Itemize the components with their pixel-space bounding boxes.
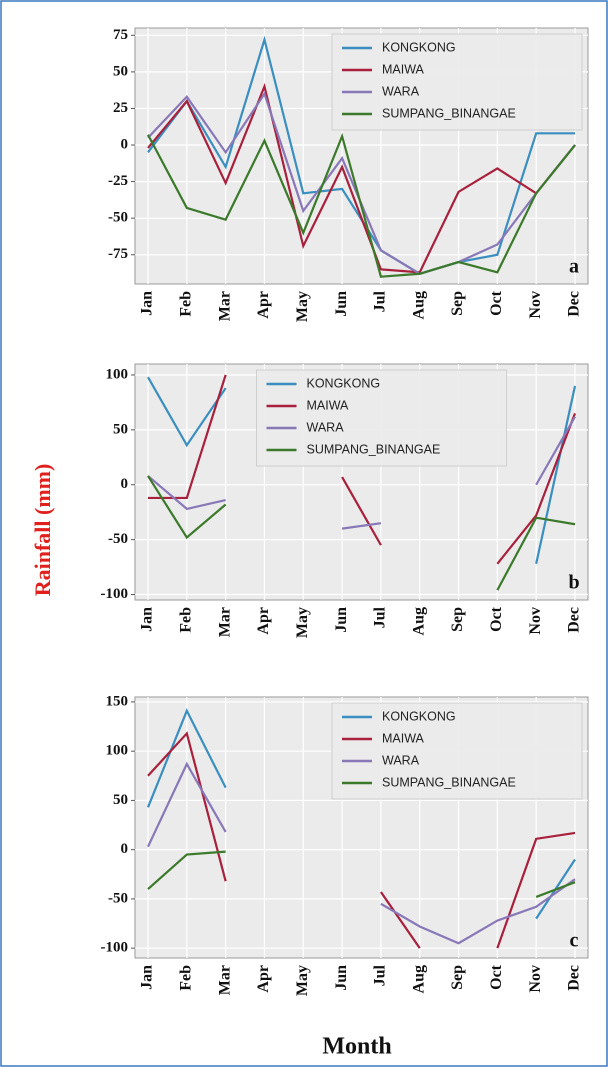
- x-tick-label: Jan: [139, 291, 156, 316]
- x-tick-label: Sep: [449, 965, 466, 990]
- x-tick-label: Feb: [177, 607, 194, 633]
- x-tick-label: Mar: [216, 291, 233, 321]
- legend-box: [256, 369, 507, 467]
- x-tick-label: Oct: [488, 606, 505, 632]
- panel-label: a: [569, 256, 579, 278]
- x-tick-label: Jun: [333, 965, 350, 991]
- y-tick-label: 150: [106, 693, 129, 709]
- y-tick-label: 75: [113, 27, 128, 43]
- x-tick-label: Jul: [372, 290, 389, 312]
- x-tick-label: Jul: [372, 606, 389, 628]
- legend-label: WARA: [382, 84, 420, 98]
- y-tick-label: 100: [106, 743, 129, 759]
- x-tick-label: Dec: [566, 291, 583, 317]
- x-tick-label: Aug: [410, 291, 427, 319]
- x-tick-label: Jan: [139, 965, 156, 990]
- legend-label: KONGKONG: [382, 40, 456, 54]
- y-axis-label: Rainfall (mm): [30, 464, 55, 597]
- y-tick-label: -75: [108, 246, 128, 262]
- panel: -75 -50 -25 0 25 50 75 Jan Feb Mar Apr May Jun Jul Aug…: [108, 27, 589, 322]
- y-tick-label: 50: [113, 63, 128, 79]
- x-tick-label: Dec: [566, 965, 583, 991]
- x-tick-label: Nov: [527, 607, 544, 635]
- x-tick-label: Sep: [449, 291, 466, 316]
- x-tick-label: Apr: [255, 965, 272, 993]
- y-tick-label: -50: [108, 890, 128, 906]
- x-tick-label: Jun: [333, 291, 350, 317]
- legend-label: KONGKONG: [307, 376, 381, 390]
- y-tick-label: -25: [108, 173, 128, 189]
- y-tick-label: -50: [108, 210, 128, 226]
- series-line: [147, 376, 577, 565]
- x-tick-label: Aug: [410, 607, 427, 635]
- legend-label: MAIWA: [382, 62, 425, 76]
- panel-label: b: [568, 572, 579, 594]
- series-line: [147, 132, 576, 278]
- x-tick-label: Dec: [566, 607, 583, 633]
- x-tick-label: Apr: [255, 291, 272, 319]
- series-line: [147, 416, 576, 530]
- legend-label: MAIWA: [382, 731, 425, 745]
- series-line: [147, 761, 576, 945]
- x-axis-label: Month: [322, 1034, 391, 1060]
- series-line: [147, 731, 576, 949]
- legend-label: SUMPANG_BINANGAE: [382, 775, 516, 789]
- x-tick-label: Nov: [527, 291, 544, 319]
- x-tick-label: Jun: [333, 607, 350, 633]
- x-tick-label: Feb: [177, 291, 194, 317]
- legend-label: WARA: [382, 753, 420, 767]
- y-tick-label: 0: [121, 476, 129, 492]
- y-tick-label: -50: [108, 531, 128, 547]
- x-tick-label: May: [294, 607, 311, 638]
- y-tick-label: 100: [106, 366, 129, 382]
- x-tick-label: Oct: [488, 290, 505, 316]
- series-line: [147, 475, 576, 591]
- legend-label: SUMPANG_BINANGAE: [307, 442, 441, 456]
- x-tick-label: Mar: [216, 607, 233, 637]
- x-tick-label: May: [294, 965, 311, 996]
- series-line: [147, 82, 576, 274]
- y-tick-label: -100: [101, 940, 129, 956]
- x-tick-label: Oct: [488, 964, 505, 990]
- legend-label: SUMPANG_BINANGAE: [382, 106, 516, 120]
- y-tick-label: 0: [121, 841, 129, 857]
- legend-label: MAIWA: [307, 398, 350, 412]
- x-tick-label: Jul: [372, 964, 389, 986]
- legend-label: KONGKONG: [382, 709, 456, 723]
- x-tick-label: Jan: [139, 607, 156, 632]
- y-tick-label: 50: [113, 421, 128, 437]
- legend-box: [331, 702, 583, 800]
- x-tick-label: Aug: [410, 965, 427, 993]
- legend-label: WARA: [307, 420, 345, 434]
- x-tick-label: Feb: [177, 965, 194, 991]
- x-tick-label: May: [294, 291, 311, 322]
- panel: -100 -50 0 50 100 150 Jan Feb Mar Apr May Jun Jul Aug…: [101, 693, 589, 996]
- y-tick-label: -100: [101, 586, 129, 602]
- x-tick-label: Mar: [216, 965, 233, 995]
- panel-label: c: [570, 930, 579, 952]
- series-line: [147, 850, 576, 898]
- x-tick-label: Sep: [449, 607, 466, 632]
- legend-box: [331, 33, 583, 131]
- x-tick-label: Apr: [255, 607, 272, 635]
- y-tick-label: 25: [113, 100, 128, 116]
- panel: -100 -50 0 50 100 Jan Feb Mar Apr May Jun Jul Aug Sep…: [101, 363, 589, 638]
- y-tick-label: 0: [121, 136, 129, 152]
- y-tick-label: 50: [113, 792, 128, 808]
- x-tick-label: Nov: [527, 965, 544, 993]
